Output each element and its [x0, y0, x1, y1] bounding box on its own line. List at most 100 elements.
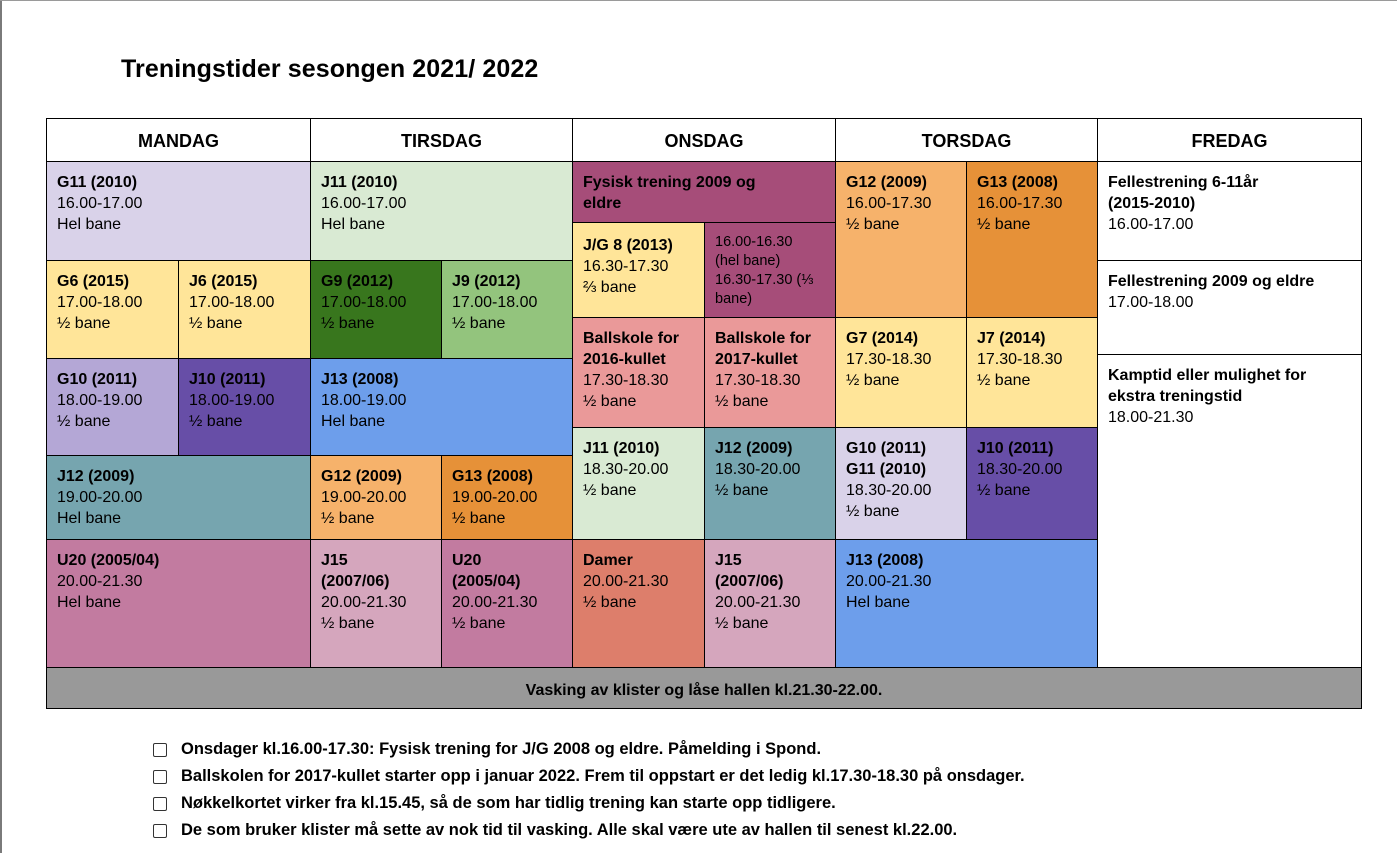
slot-wed-fys: Fysisk trening 2009 og eldre: [572, 161, 836, 223]
slot-thu-g13: G13 (2008) 16.00-17.30 ½ bane: [966, 161, 1098, 318]
note-text: De som bruker klister må sette av nok ti…: [181, 821, 958, 839]
slot-title: G6 (2015): [57, 273, 130, 290]
slot-mon-j12: J12 (2009) 19.00-20.00 Hel bane: [46, 455, 311, 540]
slot-title: J7 (2014): [977, 330, 1046, 347]
slot-title: G7 (2014): [846, 330, 919, 347]
slot-wed-damer: Damer 20.00-21.30 ½ bane: [572, 539, 705, 668]
slot-title: G9 (2012): [321, 273, 394, 290]
checkbox-icon[interactable]: [153, 824, 167, 838]
slot-title: Damer: [583, 552, 633, 569]
slot-details: 18.30-20.00 ½ bane: [846, 482, 932, 520]
slot-tue-g9: G9 (2012) 17.00-18.00 ½ bane: [310, 260, 442, 359]
slot-details: 17.30-18.30 ½ bane: [583, 372, 669, 410]
slot-title: J12 (2009): [715, 440, 793, 457]
slot-title: Fellestrening 6-11år (2015-2010): [1108, 174, 1259, 212]
slot-details: 19.00-20.00 ½ bane: [321, 489, 407, 527]
slot-details: 19.00-20.00 Hel bane: [57, 489, 143, 527]
slot-details: 18.00-21.30: [1108, 409, 1194, 426]
slot-title: J6 (2015): [189, 273, 258, 290]
slot-details: 16.00-17.00 Hel bane: [321, 195, 407, 233]
slot-title: J13 (2008): [846, 552, 924, 569]
slot-title: G12 (2009): [321, 468, 402, 485]
slot-fri-3: Kamptid eller mulighet for ekstra trenin…: [1097, 354, 1362, 668]
day-header-mandag: MANDAG: [46, 118, 311, 162]
slot-tue-g12: G12 (2009) 19.00-20.00 ½ bane: [310, 455, 442, 540]
page-edge-top: [0, 0, 1397, 1]
slot-mon-u20: U20 (2005/04) 20.00-21.30 Hel bane: [46, 539, 311, 668]
slot-details: 18.30-20.00 ½ bane: [977, 461, 1063, 499]
slot-thu-g12: G12 (2009) 16.00-17.30 ½ bane: [835, 161, 967, 318]
slot-details: 17.30-18.30 ½ bane: [846, 351, 932, 389]
slot-title: Fellestrening 2009 og eldre: [1108, 273, 1315, 290]
checkbox-icon[interactable]: [153, 797, 167, 811]
slot-wed-ball17: Ballskole for 2017-kullet 17.30-18.30 ½ b…: [704, 317, 836, 428]
slot-details: 18.00-19.00 ½ bane: [189, 392, 275, 430]
slot-thu-g10g11: G10 (2011) G11 (2010) 18.30-20.00 ½ bane: [835, 427, 967, 540]
slot-title: J/G 8 (2013): [583, 237, 673, 254]
day-header-fredag: FREDAG: [1097, 118, 1362, 162]
slot-wed-time: 16.00-16.30 (hel bane) 16.30-17.30 (⅓ ba…: [704, 222, 836, 318]
slot-details: 18.00-19.00 Hel bane: [321, 392, 407, 430]
schedule-table: MANDAG TIRSDAG ONSDAG TORSDAG FREDAG G11 (201…: [46, 118, 1362, 709]
slot-details: 17.30-18.30 ½ bane: [977, 351, 1063, 389]
slot-title: Ballskole for 2016-kullet: [583, 330, 680, 368]
slot-details: 17.00-18.00 ½ bane: [189, 294, 275, 332]
note-text: Onsdager kl.16.00-17.30: Fysisk trening …: [181, 740, 822, 758]
note-text: Nøkkelkortet virker fra kl.15.45, så de …: [181, 794, 836, 812]
slot-title: U20 (2005/04): [57, 552, 160, 569]
slot-title: J11 (2010): [583, 440, 660, 457]
slot-mon-g6: G6 (2015) 17.00-18.00 ½ bane: [46, 260, 179, 359]
slot-details: 16.00-17.30 ½ bane: [977, 195, 1063, 233]
slot-wed-j15: J15 (2007/06) 20.00-21.30 ½ bane: [704, 539, 836, 668]
slot-title: G10 (2011): [57, 371, 138, 388]
slot-mon-g11: G11 (2010) 16.00-17.00 Hel bane: [46, 161, 311, 261]
slot-mon-g10: G10 (2011) 18.00-19.00 ½ bane: [46, 358, 179, 456]
slot-details: 18.30-20.00 ½ bane: [583, 461, 669, 499]
day-header-torsdag: TORSDAG: [835, 118, 1098, 162]
slot-title: J10 (2011): [977, 440, 1054, 457]
slot-mon-j6: J6 (2015) 17.00-18.00 ½ bane: [178, 260, 311, 359]
slot-wed-j12: J12 (2009) 18.30-20.00 ½ bane: [704, 427, 836, 540]
slot-title: J12 (2009): [57, 468, 135, 485]
checkbox-icon[interactable]: [153, 743, 167, 757]
slot-title: J11 (2010): [321, 174, 398, 191]
slot-tue-j11: J11 (2010) 16.00-17.00 Hel bane: [310, 161, 573, 261]
slot-fri-2: Fellestrening 2009 og eldre 17.00-18.00: [1097, 260, 1362, 355]
slot-details: 16.30-17.30 ⅔ bane: [583, 258, 669, 296]
slot-tue-j9: J9 (2012) 17.00-18.00 ½ bane: [441, 260, 573, 359]
slot-wed-jg8: J/G 8 (2013) 16.30-17.30 ⅔ bane: [572, 222, 705, 318]
slot-details: 20.00-21.30 Hel bane: [846, 573, 932, 611]
slot-title: G13 (2008): [452, 468, 533, 485]
slot-wed-j11: J11 (2010) 18.30-20.00 ½ bane: [572, 427, 705, 540]
slot-title: Ballskole for 2017-kullet: [715, 330, 812, 368]
slot-details: 16.00-16.30 (hel bane) 16.30-17.30 (⅓ ba…: [715, 234, 814, 307]
slot-thu-g7: G7 (2014) 17.30-18.30 ½ bane: [835, 317, 967, 428]
page-edge-left: [0, 0, 2, 853]
page-title: Treningstider sesongen 2021/ 2022: [121, 55, 539, 83]
slot-title: J13 (2008): [321, 371, 399, 388]
checkbox-icon[interactable]: [153, 770, 167, 784]
slot-title: Fysisk trening 2009 og eldre: [583, 174, 756, 212]
footer-cleaning-notice: Vasking av klister og låse hallen kl.21.…: [46, 667, 1362, 709]
slot-title: J10 (2011): [189, 371, 266, 388]
slot-title: J15 (2007/06): [321, 552, 390, 590]
slot-title: J9 (2012): [452, 273, 521, 290]
slot-thu-j10: J10 (2011) 18.30-20.00 ½ bane: [966, 427, 1098, 540]
slot-details: 16.00-17.00: [1108, 216, 1194, 233]
slot-details: 17.00-18.00 ½ bane: [321, 294, 407, 332]
slot-details: 20.00-21.30 ½ bane: [583, 573, 669, 611]
slot-details: 16.00-17.30 ½ bane: [846, 195, 932, 233]
slot-details: 20.00-21.30 ½ bane: [452, 594, 538, 632]
slot-tue-j15: J15 (2007/06) 20.00-21.30 ½ bane: [310, 539, 442, 668]
slot-tue-u20: U20 (2005/04) 20.00-21.30 ½ bane: [441, 539, 573, 668]
slot-title: Kamptid eller mulighet for ekstra trenin…: [1108, 367, 1307, 405]
slot-details: 20.00-21.30 ½ bane: [321, 594, 407, 632]
slot-title: G13 (2008): [977, 174, 1058, 191]
slot-wed-ball16: Ballskole for 2016-kullet 17.30-18.30 ½ b…: [572, 317, 705, 428]
slot-thu-j7: J7 (2014) 17.30-18.30 ½ bane: [966, 317, 1098, 428]
slot-title: G12 (2009): [846, 174, 927, 191]
slot-details: 20.00-21.30 ½ bane: [715, 594, 801, 632]
slot-title: U20 (2005/04): [452, 552, 521, 590]
slot-tue-j13: J13 (2008) 18.00-19.00 Hel bane: [310, 358, 573, 456]
note-text: Ballskolen for 2017-kullet starter opp i…: [181, 767, 1025, 785]
